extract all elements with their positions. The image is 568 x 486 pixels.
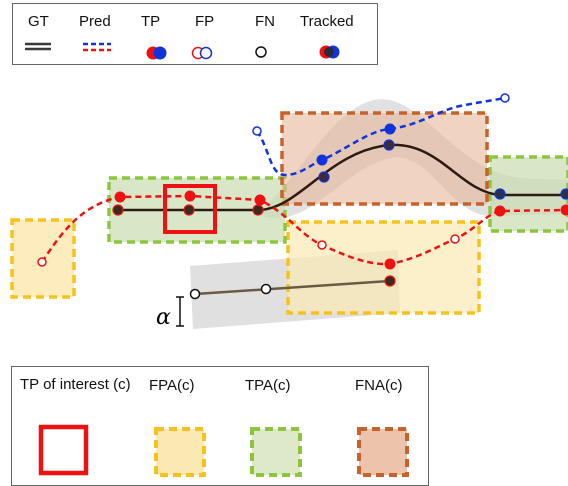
legend-tp-label: TP [141,13,161,30]
tp-point-red [494,205,506,217]
tpa-swatch [250,427,302,477]
tp-point-red [254,194,266,206]
tp-point-blue [384,123,396,135]
tracked-point [560,188,568,200]
fpa-box-left [10,218,76,299]
tp-point-red [560,204,568,216]
legend-fna-label: FNA(c) [355,377,403,394]
tp-of-interest-box [163,184,217,234]
tp-point-blue [316,154,328,166]
tracked-point [318,171,330,183]
legend-gt-label: GT [28,13,49,30]
legend-fp-label: FP [195,13,215,30]
legend-tpa-label: TPA(c) [245,377,291,394]
fp-point [450,234,460,244]
top-legend: GT Pred TP FP FN Tracked [12,3,378,65]
alpha-bracket [176,296,184,327]
tp-point-red [384,258,396,270]
fp-point [37,257,47,267]
bottom-legend: TP of interest (c) FPA(c) TPA(c) FNA(c) [11,366,429,486]
tp-dot-icon [146,46,167,60]
alpha-label: α [156,305,171,330]
fna-swatch [357,427,409,477]
tp-of-interest-swatch [38,424,89,476]
fp-track-line [194,279,391,296]
fna-box [280,111,489,206]
tracked-point [112,204,124,216]
pred-line-icon [83,42,111,52]
legend-pred-label: Pred [79,13,111,30]
pred-blue-curve [255,96,506,177]
fp-point [500,93,510,103]
tracked-point [494,188,506,200]
fn-dot-icon [255,46,267,58]
tracked-point [383,139,395,151]
legend-fn-label: FN [255,13,275,30]
fpa-box-mid [286,220,481,315]
fp-point [252,126,262,136]
top-legend-symbols [25,42,340,60]
fn-point [189,288,201,300]
gt-line-icon [25,42,51,51]
fp-dot-icon [191,46,213,60]
tracking-diagram: α [10,93,568,330]
bottom-legend-swatches [38,424,409,477]
fn-point [260,283,272,295]
legend-tp-of-interest-label: TP of interest (c) [20,376,131,393]
tracked-point [183,204,195,216]
tracked-dot-icon [319,45,340,59]
fpa-swatch [154,427,206,477]
legend-fpa-label: FPA(c) [149,377,195,394]
tp-point-red [114,191,126,203]
tracked-point [384,275,396,287]
fp-point [317,240,327,250]
legend-tracked-label: Tracked [300,13,354,30]
tp-point-red [184,190,196,202]
tracked-point [252,204,264,216]
